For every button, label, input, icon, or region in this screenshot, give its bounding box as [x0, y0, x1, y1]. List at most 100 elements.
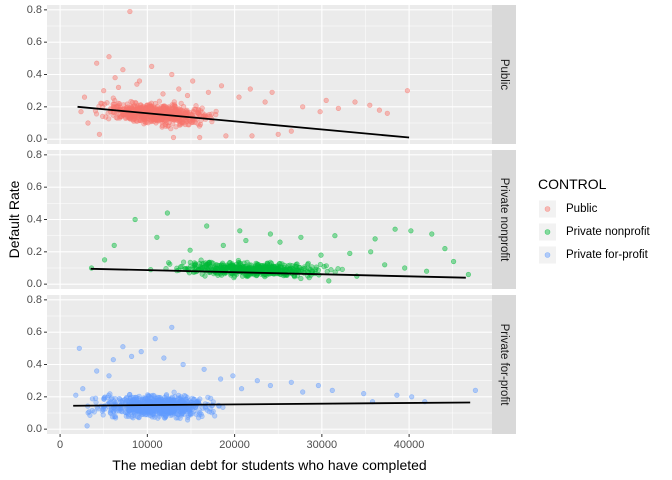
data-point	[132, 99, 138, 106]
data-point	[170, 134, 177, 141]
data-point	[141, 121, 147, 127]
data-point	[155, 108, 161, 114]
data-point	[106, 373, 112, 379]
legend-items: Public Private nonprofit Private for-profi…	[539, 200, 651, 264]
data-point	[108, 399, 114, 405]
strip-label-public: Public	[498, 59, 510, 91]
data-point	[199, 105, 205, 111]
data-point	[197, 134, 203, 141]
data-point	[262, 99, 268, 105]
data-point	[167, 261, 173, 267]
data-point	[187, 410, 193, 416]
data-point	[86, 409, 92, 415]
data-point	[132, 216, 138, 223]
data-point	[133, 100, 139, 106]
x-tick-label: 30000	[307, 439, 338, 451]
data-point	[171, 102, 178, 108]
data-point	[218, 83, 225, 89]
data-point	[176, 86, 182, 92]
data-point	[236, 94, 242, 100]
data-point	[465, 271, 472, 278]
data-point	[214, 262, 220, 268]
data-point	[321, 264, 327, 270]
data-point	[274, 266, 281, 272]
data-point	[156, 98, 162, 104]
data-point	[179, 398, 185, 404]
strip-label-private-nonprofit: Private nonprofit	[498, 178, 510, 263]
data-point	[140, 113, 146, 119]
data-point	[102, 394, 108, 400]
panel-trend	[90, 267, 466, 279]
data-point	[262, 274, 268, 280]
data-point	[181, 259, 187, 265]
strip-background	[492, 5, 516, 144]
panel-y-axis: 0.0 0.2 0.4 0.6 0.8	[27, 294, 47, 435]
data-point	[91, 409, 97, 415]
panel-y-axis: 0.0 0.2 0.4 0.6 0.8	[27, 4, 47, 145]
y-tick-label: 0.8	[27, 149, 42, 161]
data-point	[146, 393, 152, 399]
data-point	[279, 261, 285, 267]
panel-grid	[47, 5, 492, 144]
data-point	[195, 121, 201, 127]
data-point	[127, 8, 133, 15]
data-point	[73, 392, 79, 398]
strip-label-private-for-profit: Private for-profit	[498, 324, 510, 407]
data-point	[187, 118, 193, 124]
data-point	[133, 408, 139, 414]
data-point	[110, 357, 116, 363]
data-point	[212, 413, 218, 419]
data-point	[101, 395, 107, 401]
data-point	[382, 262, 388, 268]
data-point	[237, 228, 243, 234]
data-point	[107, 391, 113, 397]
data-point	[155, 415, 161, 421]
data-point	[429, 231, 435, 237]
data-point	[394, 392, 400, 398]
data-point	[451, 258, 457, 265]
data-point	[116, 396, 122, 402]
data-point	[269, 264, 275, 270]
data-point	[339, 266, 345, 273]
data-point	[76, 345, 82, 351]
data-point	[94, 368, 100, 374]
y-axis-title: Default Rate	[6, 180, 22, 258]
data-point	[112, 396, 118, 402]
data-point	[243, 237, 249, 244]
data-point	[126, 412, 132, 418]
strip-background	[492, 295, 516, 434]
x-tick-label: 10000	[132, 439, 163, 451]
data-point	[105, 110, 111, 116]
data-point	[368, 249, 374, 255]
data-point	[205, 394, 211, 400]
y-tick-label: 0.4	[27, 359, 42, 371]
data-point	[176, 109, 182, 115]
data-point	[253, 260, 259, 266]
data-point	[129, 353, 135, 360]
data-point	[244, 259, 250, 265]
panel-trend	[77, 105, 410, 139]
legend-key-point	[544, 206, 551, 212]
panel-private-for-profit: 0.0 0.2 0.4 0.6 0.8 Private for-profit	[27, 294, 516, 435]
data-point	[323, 97, 329, 103]
data-point	[315, 382, 322, 389]
data-point	[131, 397, 137, 403]
data-point	[112, 97, 118, 104]
data-point	[298, 275, 304, 282]
data-point	[300, 389, 306, 395]
data-point	[80, 386, 86, 392]
data-point	[202, 273, 208, 279]
data-point	[384, 110, 390, 116]
data-point	[78, 109, 84, 115]
data-point	[190, 78, 196, 84]
data-point	[179, 412, 185, 418]
data-point	[170, 116, 176, 122]
data-point	[309, 264, 315, 270]
data-point	[138, 349, 144, 355]
trend-line	[77, 105, 410, 139]
data-point	[472, 387, 479, 394]
x-tick-label: 0	[57, 439, 63, 451]
data-point	[213, 108, 219, 114]
data-point	[249, 133, 255, 139]
